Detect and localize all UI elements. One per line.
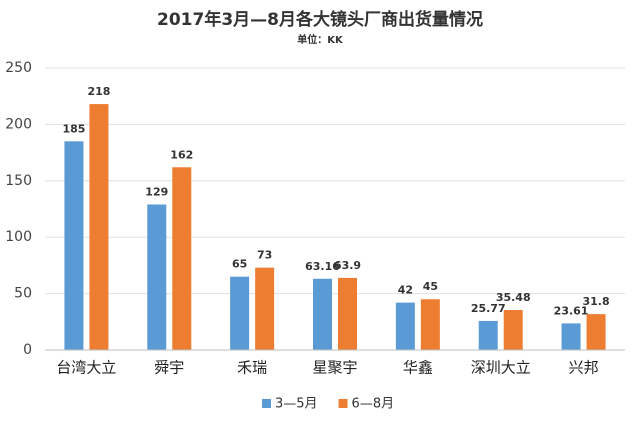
x-tick-label: 兴邦 <box>569 359 599 377</box>
value-label: 63.16 <box>305 260 340 273</box>
bar <box>503 309 523 350</box>
value-label: 73 <box>257 249 272 262</box>
value-label: 185 <box>62 122 85 135</box>
chart-subtitle: 单位：KK <box>297 33 344 46</box>
legend-label: 3—5月 <box>275 397 318 412</box>
bar <box>89 104 109 350</box>
bar <box>147 204 167 350</box>
value-label: 65 <box>232 258 247 271</box>
value-label: 31.8 <box>583 295 610 308</box>
legend-swatch <box>262 399 271 408</box>
legend-swatch <box>338 399 348 408</box>
bar <box>395 302 415 350</box>
x-tick-label: 禾瑞 <box>237 359 267 377</box>
value-label: 42 <box>398 284 413 297</box>
bar <box>338 277 357 350</box>
y-tick-label: 150 <box>5 173 32 189</box>
value-label: 25.77 <box>471 302 506 315</box>
value-label: 63.9 <box>334 259 361 272</box>
y-tick-label: 0 <box>23 342 32 358</box>
bar <box>172 167 192 350</box>
y-tick-label: 200 <box>5 116 32 132</box>
value-label: 162 <box>170 148 193 161</box>
bar <box>230 276 250 350</box>
bar <box>586 314 606 350</box>
bar <box>255 267 275 350</box>
legend-label: 6—8月 <box>352 397 395 412</box>
value-label: 45 <box>423 280 438 293</box>
value-label: 218 <box>87 85 110 98</box>
value-label: 35.48 <box>496 291 531 304</box>
x-tick-label: 深圳大立 <box>471 359 531 377</box>
x-tick-label: 华鑫 <box>403 359 433 377</box>
chart-title: 2017年3月—8月各大镜头厂商出货量情况 <box>157 9 483 30</box>
y-tick-label: 100 <box>5 229 32 245</box>
x-tick-label: 台湾大立 <box>56 359 116 377</box>
bar <box>561 323 581 350</box>
bar <box>64 141 84 350</box>
x-tick-label: 舜宇 <box>154 359 184 377</box>
bar <box>478 320 498 350</box>
bar <box>313 278 332 350</box>
x-tick-label: 星聚宇 <box>312 359 357 377</box>
value-label: 23.61 <box>554 304 589 317</box>
y-tick-label: 250 <box>5 60 32 76</box>
bar <box>420 299 440 350</box>
y-tick-label: 50 <box>14 286 32 302</box>
value-label: 129 <box>145 185 168 198</box>
